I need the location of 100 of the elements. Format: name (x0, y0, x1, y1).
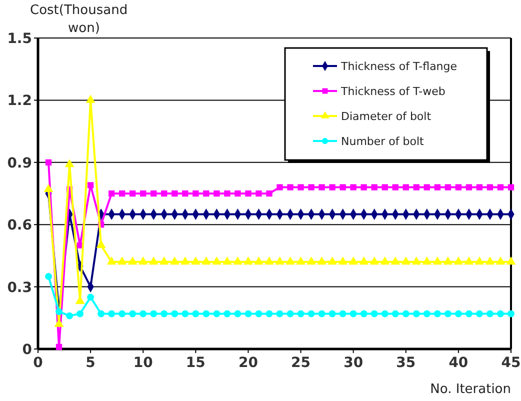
point (256, 190, 262, 197)
point (474, 256, 484, 265)
point (390, 256, 400, 265)
point (298, 184, 304, 190)
legend-label: Number of bolt (341, 135, 425, 148)
point (413, 184, 420, 190)
point (392, 184, 398, 190)
legend-label: Thickness of T-web (340, 85, 446, 98)
point (244, 256, 253, 265)
point (172, 190, 178, 197)
y-tick-label: 1.2 (7, 93, 32, 110)
point (340, 184, 346, 190)
point (412, 310, 420, 318)
point (212, 256, 222, 265)
x-tick-label: 40 (448, 355, 468, 371)
point (117, 256, 127, 265)
point (423, 310, 430, 318)
point (496, 256, 506, 265)
point (170, 256, 180, 265)
point (119, 190, 126, 197)
point (486, 184, 494, 190)
point (306, 256, 316, 265)
point (338, 256, 348, 265)
point (443, 256, 453, 265)
point (214, 190, 220, 197)
point (402, 184, 409, 190)
y-tick-label: 0.3 (7, 280, 32, 296)
x-tick-label: 45 (501, 355, 521, 371)
point (434, 310, 441, 318)
point (360, 184, 367, 190)
point (201, 256, 211, 265)
point (192, 310, 200, 318)
point (380, 256, 390, 265)
point (182, 190, 188, 197)
x-axis-title: No. Iteration (430, 382, 511, 397)
point (244, 310, 252, 318)
point (87, 294, 94, 301)
point (140, 310, 147, 318)
point (444, 310, 452, 318)
point (508, 310, 514, 318)
legend-label: Diameter of bolt (341, 110, 432, 123)
x-tick-label: 15 (186, 355, 206, 371)
point (245, 190, 252, 197)
x-tick-label: 10 (133, 355, 154, 371)
point (106, 256, 116, 265)
point (287, 184, 294, 190)
point (150, 310, 158, 318)
x-tick-label: 35 (396, 355, 416, 371)
point (76, 310, 84, 318)
point (264, 256, 274, 265)
point (464, 256, 474, 265)
point (402, 310, 410, 318)
point (308, 184, 314, 190)
y-tick-label: 0.6 (7, 218, 32, 234)
point (382, 184, 388, 190)
point (401, 256, 411, 265)
point (454, 310, 462, 318)
point (182, 310, 189, 318)
point (317, 256, 326, 265)
point (96, 240, 106, 248)
point (255, 310, 262, 318)
point (266, 310, 273, 318)
legend-label: Thickness of T-flange (340, 60, 458, 73)
x-tick-label: 20 (238, 355, 258, 371)
point (497, 310, 504, 318)
point (370, 310, 378, 318)
point (370, 256, 380, 265)
point (444, 184, 452, 190)
point (275, 256, 284, 265)
point (86, 94, 96, 103)
point (328, 256, 337, 265)
y-tick-label: 0.9 (7, 155, 32, 172)
point (234, 190, 241, 197)
point (296, 256, 306, 265)
point (328, 310, 336, 318)
point (412, 256, 422, 265)
point (140, 190, 146, 197)
point (486, 310, 494, 318)
point (359, 256, 369, 265)
point (466, 184, 472, 190)
point (371, 184, 378, 190)
point (485, 256, 495, 265)
point (360, 310, 368, 318)
point (138, 256, 148, 265)
y-tick-label: 1.5 (7, 31, 32, 47)
point (45, 272, 52, 280)
point (476, 310, 483, 318)
point (224, 190, 230, 197)
point (286, 310, 294, 318)
point (455, 184, 462, 190)
x-tick-label: 0 (33, 355, 44, 371)
point (56, 308, 62, 316)
point (318, 310, 326, 318)
point (392, 310, 399, 318)
point (339, 310, 346, 318)
point (266, 190, 272, 197)
point (276, 310, 284, 318)
point (318, 184, 325, 190)
point (161, 190, 168, 197)
point (348, 256, 358, 265)
